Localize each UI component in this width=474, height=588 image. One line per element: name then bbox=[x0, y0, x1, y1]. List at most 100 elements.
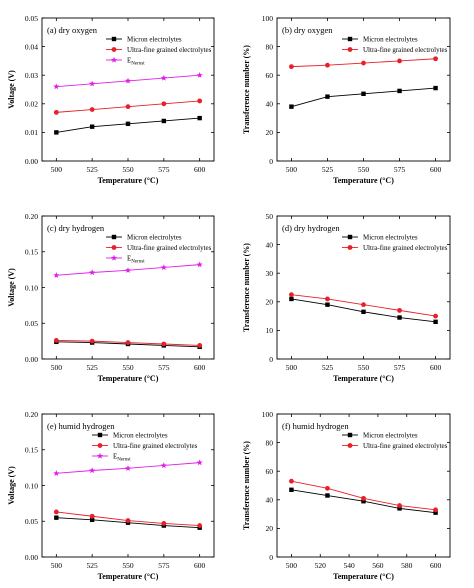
data-point bbox=[161, 341, 167, 347]
data-point bbox=[196, 72, 203, 78]
x-tick-label: 520 bbox=[315, 561, 327, 570]
x-tick-label: 500 bbox=[51, 363, 63, 372]
data-point bbox=[54, 130, 59, 135]
legend-label-text: Ultra-fine grained electrolytes bbox=[127, 244, 212, 252]
y-tick-label: 0.02 bbox=[25, 100, 38, 109]
legend-label-text: Micron electrolytes bbox=[127, 234, 182, 242]
chart-panel-0: 0.00 0.01 0.02 0.03 0.04 0.05 500 525 550 575 600 T… bbox=[7, 14, 215, 185]
y-tick-label: 20 bbox=[266, 298, 274, 307]
legend-label: Ultra-fine grained electrolytes bbox=[363, 442, 448, 450]
data-point bbox=[125, 340, 131, 345]
data-point bbox=[124, 77, 132, 84]
y-tick-label: 10 bbox=[266, 326, 274, 335]
series-line bbox=[291, 87, 436, 108]
data-point bbox=[433, 510, 438, 515]
data-point bbox=[361, 60, 366, 66]
y-tick-label: 40 bbox=[266, 100, 274, 109]
x-tick-label: 500 bbox=[51, 561, 63, 570]
legend-label-text: E bbox=[113, 453, 117, 461]
data-point bbox=[289, 478, 294, 484]
y-tick-label: 0 bbox=[269, 553, 273, 562]
data-point bbox=[196, 261, 203, 268]
data-point bbox=[89, 513, 95, 519]
legend-marker bbox=[97, 443, 103, 448]
y-tick-label: 0.00 bbox=[25, 553, 38, 562]
legend-marker bbox=[96, 452, 104, 459]
data-point bbox=[53, 83, 60, 90]
legend-label: Ultra-fine grained electrolytes bbox=[363, 244, 448, 252]
legend-label-subscript: Nernst bbox=[131, 62, 145, 67]
legend-marker bbox=[111, 245, 117, 250]
y-tick-label: 0.05 bbox=[25, 517, 38, 526]
data-point bbox=[197, 98, 203, 104]
chart-panel-5: 0 20 40 60 80 100 500 520 540 560 580 600 Temperatur… bbox=[242, 410, 451, 581]
legend-label-text: Micron electrolytes bbox=[127, 36, 182, 44]
x-tick-label: 550 bbox=[358, 165, 370, 174]
data-point bbox=[89, 124, 95, 129]
legend-label: Ultra-fine grained electrolytes bbox=[127, 46, 212, 54]
data-point bbox=[160, 74, 167, 81]
y-tick-label: 50 bbox=[266, 212, 274, 221]
x-tick-label: 525 bbox=[322, 165, 334, 174]
data-point bbox=[161, 520, 167, 526]
y-axis-label: Voltage (V) bbox=[7, 466, 16, 505]
y-tick-label: 0.20 bbox=[25, 410, 38, 419]
legend-marker bbox=[111, 234, 117, 240]
y-tick-label: 0.05 bbox=[25, 14, 38, 23]
data-point bbox=[197, 523, 203, 528]
y-tick-label: 20 bbox=[266, 524, 274, 533]
x-tick-label: 540 bbox=[343, 561, 355, 570]
legend-label-text: Ultra-fine grained electrolytes bbox=[363, 244, 448, 252]
data-point bbox=[361, 495, 366, 501]
y-tick-label: 100 bbox=[262, 410, 274, 419]
y-tick-label: 60 bbox=[266, 71, 274, 80]
data-point bbox=[89, 269, 96, 276]
legend-label: Micron electrolytes bbox=[363, 234, 418, 242]
x-tick-label: 575 bbox=[158, 165, 170, 174]
y-tick-label: 0.15 bbox=[25, 446, 38, 455]
x-tick-label: 550 bbox=[122, 363, 134, 372]
legend-label: Micron electrolytes bbox=[127, 234, 182, 242]
x-tick-label: 550 bbox=[122, 165, 134, 174]
data-point bbox=[53, 272, 60, 278]
x-tick-label: 500 bbox=[286, 165, 298, 174]
data-point bbox=[397, 88, 402, 94]
data-point bbox=[197, 115, 202, 121]
chart-panel-1: 0 20 40 60 80 100 500 525 550 575 600 Temperature (… bbox=[242, 14, 451, 185]
data-point bbox=[289, 64, 294, 70]
x-axis-label: Temperature (°C) bbox=[98, 176, 159, 185]
legend-label-text: E bbox=[127, 255, 131, 263]
legend-label: ENernst bbox=[127, 57, 145, 67]
data-point bbox=[361, 91, 366, 96]
x-tick-label: 500 bbox=[51, 165, 63, 174]
chart-title: (e) humid hydrogen bbox=[47, 421, 115, 431]
data-point bbox=[89, 467, 96, 474]
chart-title: (f) humid hydrogen bbox=[282, 421, 349, 431]
legend-label: Ultra-fine grained electrolytes bbox=[127, 244, 212, 252]
y-tick-label: 0.00 bbox=[25, 355, 38, 364]
x-tick-label: 575 bbox=[158, 561, 170, 570]
chart-panel-4: 0.00 0.05 0.10 0.15 0.20 500 525 550 575 600 Tempe… bbox=[7, 410, 215, 581]
legend-label: Micron electrolytes bbox=[127, 36, 182, 44]
data-point bbox=[325, 296, 330, 302]
x-tick-label: 550 bbox=[122, 561, 134, 570]
data-point bbox=[125, 518, 131, 523]
chart-panel-2: 0.00 0.05 0.10 0.15 0.20 500 525 550 575 600 Tempe… bbox=[7, 212, 215, 383]
data-point bbox=[325, 94, 330, 99]
x-tick-label: 525 bbox=[87, 561, 99, 570]
chart-title: (d) dry hydrogen bbox=[282, 223, 340, 233]
data-point bbox=[397, 503, 402, 508]
x-tick-label: 580 bbox=[401, 561, 413, 570]
x-tick-label: 575 bbox=[158, 363, 170, 372]
legend-marker bbox=[347, 234, 353, 240]
x-tick-label: 600 bbox=[430, 165, 442, 174]
data-point bbox=[325, 62, 330, 68]
x-tick-label: 500 bbox=[286, 363, 298, 372]
data-point bbox=[161, 101, 167, 107]
x-tick-label: 550 bbox=[358, 363, 370, 372]
data-point bbox=[361, 309, 366, 315]
data-point bbox=[397, 307, 402, 313]
data-point bbox=[89, 517, 95, 523]
y-tick-label: 0.03 bbox=[25, 71, 38, 80]
